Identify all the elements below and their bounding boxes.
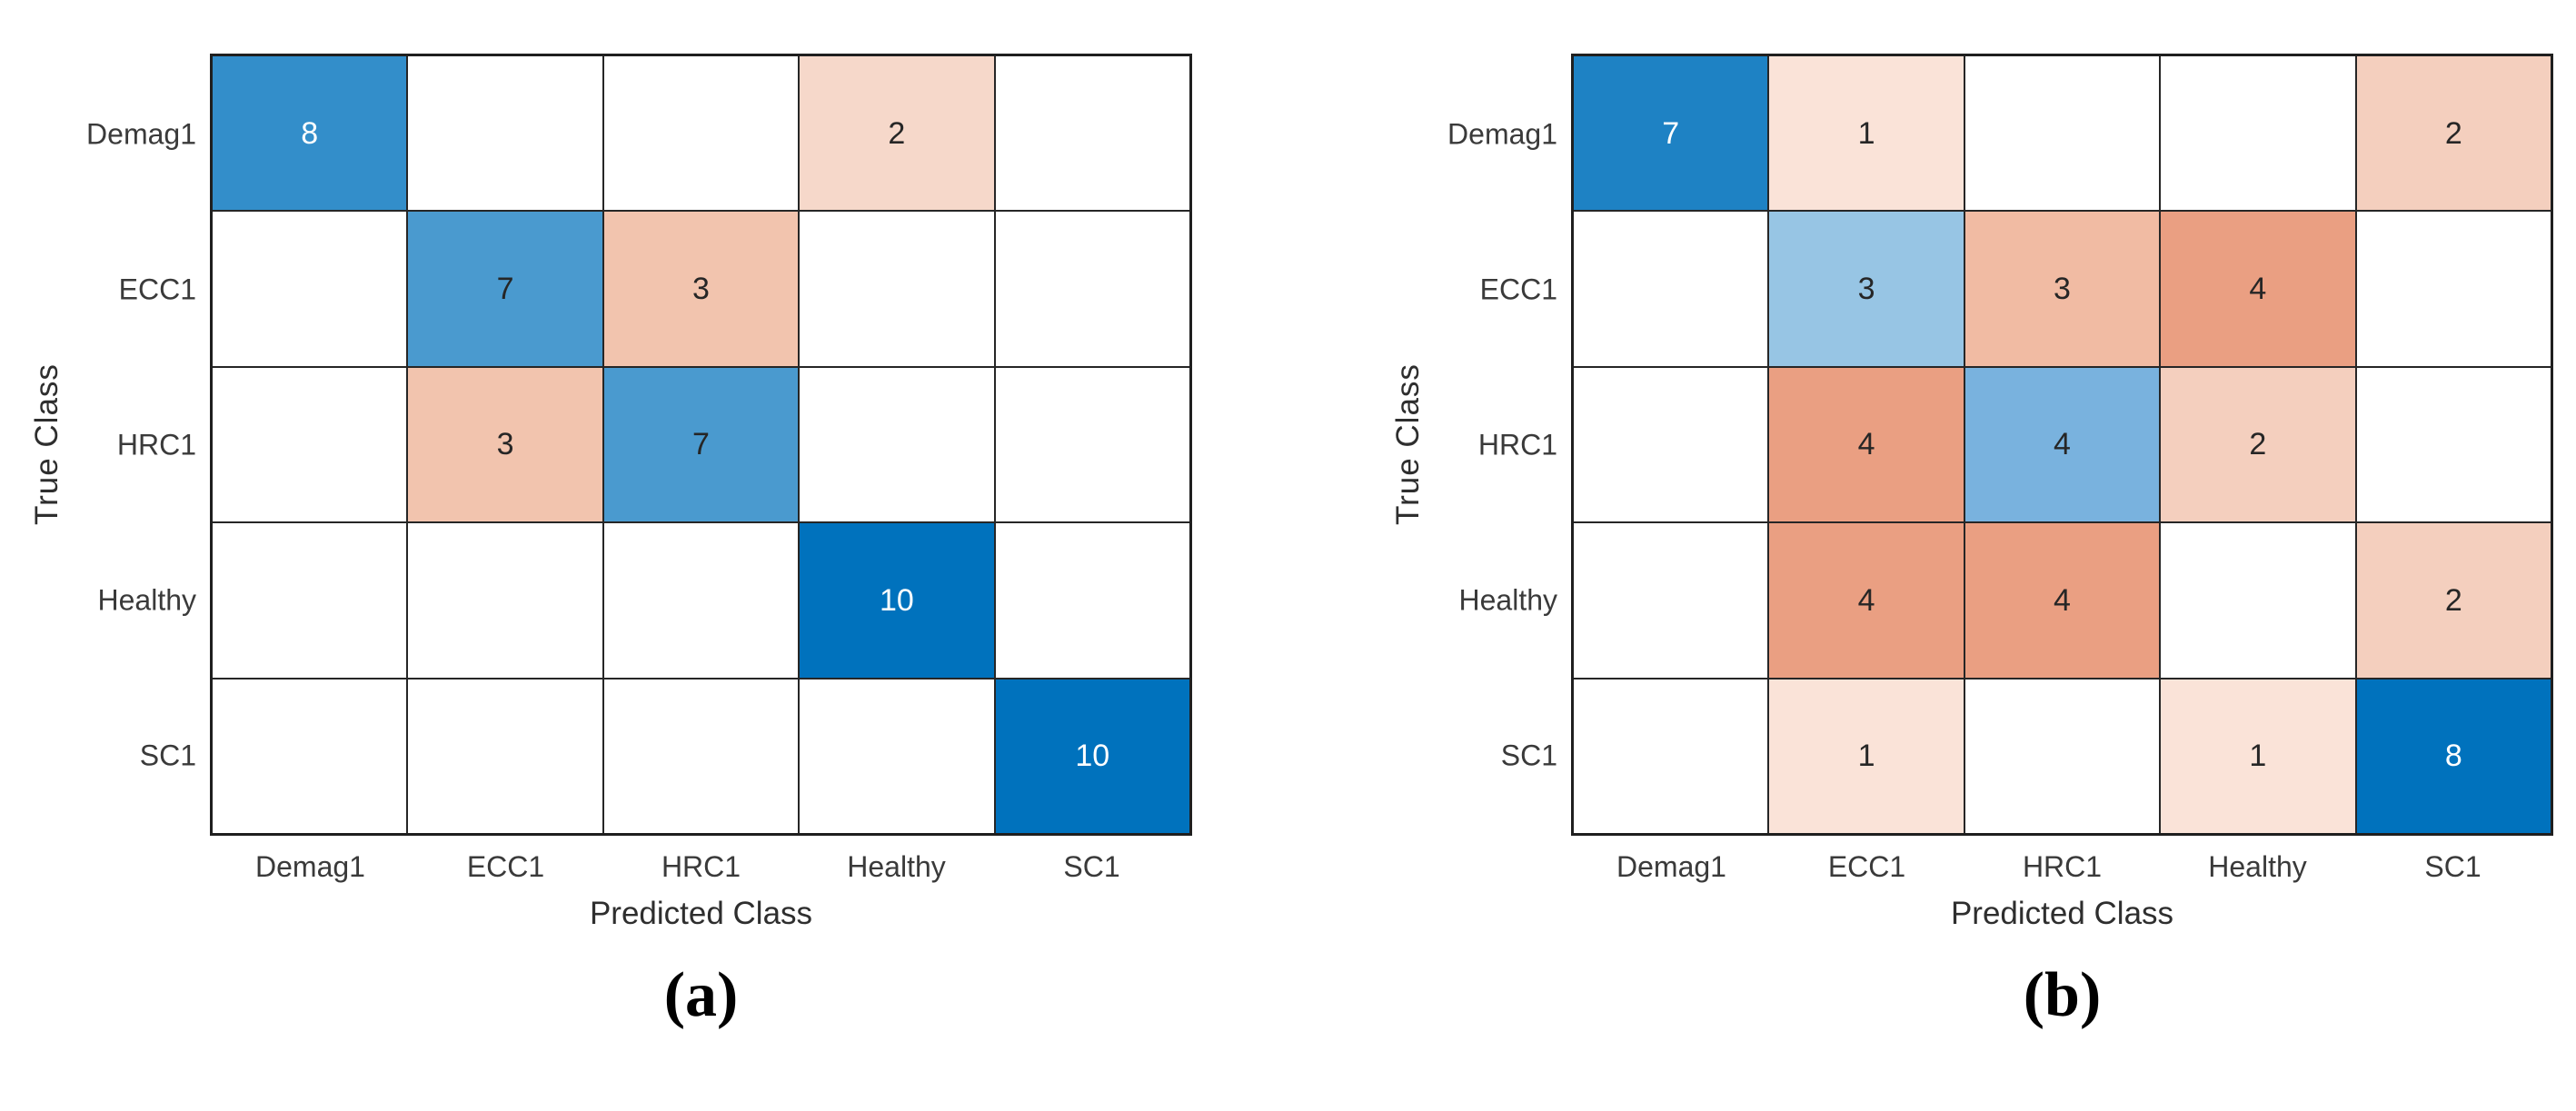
ytick-label: Demag1 — [86, 117, 196, 150]
matrix-cell: 3 — [1769, 212, 1964, 366]
matrix-cell — [408, 679, 602, 833]
xtick-label: HRC1 — [661, 850, 741, 883]
matrix-cell: 2 — [2161, 367, 2355, 522]
matrix-cell: 8 — [213, 56, 407, 211]
ytick-label: HRC1 — [116, 428, 196, 461]
matrix-cell: 7 — [603, 367, 799, 522]
matrix-cell: 10 — [800, 523, 994, 678]
matrix-cell — [995, 56, 1189, 211]
x-axis-title: Predicted Class — [589, 896, 813, 931]
x-tick-labels: Demag1 ECC1 HRC1 Healthy SC1 — [1574, 850, 2551, 887]
xtick-label: Demag1 — [255, 850, 365, 883]
matrix-cell — [995, 212, 1189, 366]
matrix-cell: 4 — [1964, 367, 2160, 522]
y-tick-labels: Demag1 ECC1 HRC1 Healthy SC1 — [1361, 56, 1557, 833]
matrix-cell — [1574, 212, 1768, 366]
xtick-label: SC1 — [2424, 850, 2482, 883]
ytick-label: Healthy — [97, 583, 197, 616]
matrix-cell: 3 — [408, 367, 602, 522]
xtick-label: Demag1 — [1616, 850, 1726, 883]
confusion-grid: 8 2 7 3 3 7 10 10 — [210, 54, 1192, 836]
matrix-cell — [213, 523, 407, 678]
ytick-label: HRC1 — [1477, 428, 1557, 461]
x-tick-labels: Demag1 ECC1 HRC1 Healthy SC1 — [213, 850, 1189, 887]
matrix-cell — [995, 523, 1189, 678]
ytick-label: Healthy — [1458, 583, 1558, 616]
subfigure-caption-a: (a) — [663, 960, 739, 1030]
matrix-cell — [2356, 367, 2551, 522]
matrix-cell — [1574, 367, 1768, 522]
matrix-cell: 4 — [2161, 212, 2355, 366]
y-tick-labels: Demag1 ECC1 HRC1 Healthy SC1 — [0, 56, 196, 833]
matrix-cell — [603, 56, 799, 211]
matrix-cell: 4 — [1769, 523, 1964, 678]
ytick-label: ECC1 — [1479, 273, 1557, 305]
matrix-cell — [2161, 56, 2355, 211]
xtick-label: HRC1 — [2022, 850, 2103, 883]
matrix-cell: 4 — [1964, 523, 2160, 678]
matrix-cell: 1 — [1769, 56, 1964, 211]
xtick-label: SC1 — [1063, 850, 1120, 883]
matrix-cell — [995, 367, 1189, 522]
matrix-cell: 3 — [1964, 212, 2160, 366]
matrix-cell: 1 — [2161, 679, 2355, 833]
matrix-cell — [213, 212, 407, 366]
xtick-label: Healthy — [2208, 850, 2307, 883]
matrix-cell: 4 — [1769, 367, 1964, 522]
matrix-cell: 7 — [408, 212, 602, 366]
matrix-cell — [800, 367, 994, 522]
xtick-label: ECC1 — [466, 850, 545, 883]
xtick-label: Healthy — [847, 850, 946, 883]
matrix-cell: 2 — [800, 56, 994, 211]
ytick-label: SC1 — [139, 739, 196, 771]
matrix-cell — [213, 679, 407, 833]
matrix-cell — [408, 523, 602, 678]
xtick-label: ECC1 — [1827, 850, 1906, 883]
matrix-cell: 2 — [2356, 523, 2551, 678]
ytick-label: Demag1 — [1447, 117, 1557, 150]
matrix-cell — [1964, 56, 2160, 211]
matrix-cell — [800, 212, 994, 366]
matrix-cell: 8 — [2356, 679, 2551, 833]
matrix-cell: 3 — [603, 212, 799, 366]
matrix-cell: 10 — [995, 679, 1189, 833]
x-axis-title: Predicted Class — [1950, 896, 2174, 931]
matrix-cell — [800, 679, 994, 833]
matrix-cell: 7 — [1574, 56, 1768, 211]
matrix-cell — [2356, 212, 2551, 366]
matrix-cell: 2 — [2356, 56, 2551, 211]
matrix-cell — [1574, 523, 1768, 678]
matrix-cell — [603, 523, 799, 678]
subfigure-caption-b: (b) — [2023, 960, 2102, 1030]
matrix-cell — [2161, 523, 2355, 678]
ytick-label: ECC1 — [118, 273, 196, 305]
matrix-cell — [213, 367, 407, 522]
matrix-cell — [603, 679, 799, 833]
matrix-cell — [1964, 679, 2160, 833]
matrix-cell — [408, 56, 602, 211]
matrix-cell — [1574, 679, 1768, 833]
ytick-label: SC1 — [1500, 739, 1557, 771]
matrix-cell: 1 — [1769, 679, 1964, 833]
